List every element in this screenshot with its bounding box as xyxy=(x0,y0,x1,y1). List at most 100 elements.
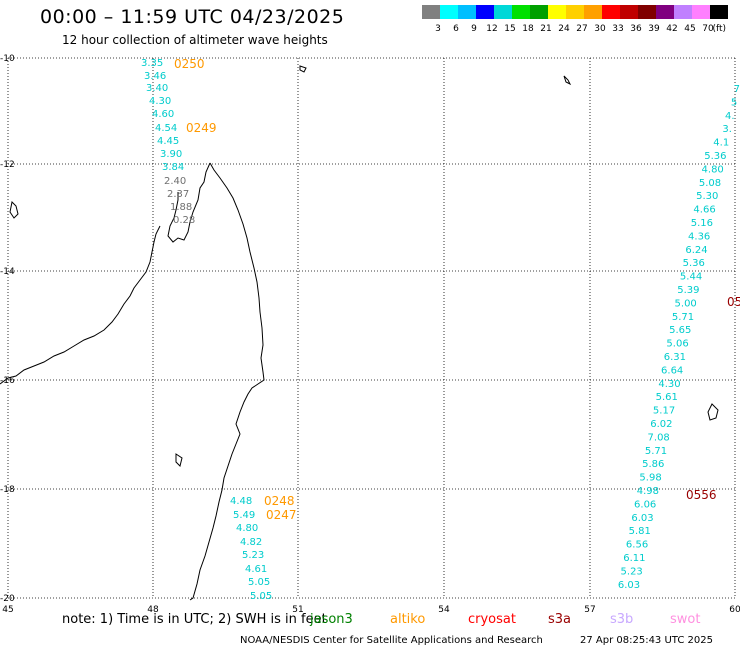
footnote: note: 1) Time is in UTC; 2) SWH is in fe… xyxy=(62,612,327,627)
wave-height-value: 6.56 xyxy=(626,540,648,551)
wave-height-value: 5.44 xyxy=(680,272,702,283)
madagascar-west-coast xyxy=(167,162,211,243)
wave-height-value: 3.40 xyxy=(146,83,168,94)
wave-height-value: 6.24 xyxy=(685,245,707,256)
wave-height-value: 5.36 xyxy=(704,151,726,162)
pass-time-label: 0247 xyxy=(266,508,297,522)
pass-time-label: 0250 xyxy=(174,57,205,71)
wave-height-value: 6.02 xyxy=(650,419,672,430)
wave-height-value: 5.61 xyxy=(656,392,678,403)
wave-height-value: 6.03 xyxy=(631,513,653,524)
wave-height-value: 3. xyxy=(722,124,732,135)
wave-height-value: 6.11 xyxy=(623,553,645,564)
longitude-label: 60 xyxy=(729,605,740,615)
legend-swatch xyxy=(710,5,728,19)
wave-height-value: 4.1 xyxy=(713,138,729,149)
wave-height-value: 2.40 xyxy=(164,176,186,187)
pass-time-label: 05 xyxy=(727,295,740,309)
legend-tick-label: 6 xyxy=(453,24,459,33)
map-subtitle: 12 hour collection of altimeter wave hei… xyxy=(62,33,328,47)
coastline xyxy=(0,65,719,601)
wave-height-value: 4.54 xyxy=(155,123,177,134)
small-island xyxy=(299,65,307,73)
credit-line: NOAA/NESDIS Center for Satellite Applica… xyxy=(240,635,543,646)
wave-height-value: 4.80 xyxy=(236,523,258,534)
legend-swatch xyxy=(602,5,620,19)
pass-time-label: 0249 xyxy=(186,121,217,135)
legend-tick-label: 39 xyxy=(648,24,660,33)
wave-height-value: 1.88 xyxy=(170,202,192,213)
wave-height-value: 4.45 xyxy=(157,136,179,147)
wave-height-value: 5.30 xyxy=(696,191,718,202)
wave-height-value: 4.48 xyxy=(230,496,252,507)
legend-tick-label: 12 xyxy=(486,24,497,33)
legend-swatch xyxy=(692,5,710,19)
longitude-label: 48 xyxy=(147,605,159,615)
wave-height-value: 5.39 xyxy=(677,285,699,296)
legend-tick-label: 27 xyxy=(576,24,587,33)
legend-tick-label: 42 xyxy=(666,24,677,33)
wave-height-value: 6.64 xyxy=(661,365,683,376)
wave-height-value: 4.60 xyxy=(152,109,174,120)
wave-height-value: 5.71 xyxy=(672,312,694,323)
wave-height-value: 7 xyxy=(734,84,740,95)
legend-swatch xyxy=(674,5,692,19)
pass-time-label: 0248 xyxy=(264,494,295,508)
legend-tick-label: 45 xyxy=(684,24,695,33)
wave-height-value: 4.98 xyxy=(637,486,659,497)
latitude-label: -14 xyxy=(0,267,15,277)
legend-tick-label: 15 xyxy=(504,24,515,33)
pass-time-label: 0556 xyxy=(686,488,717,502)
wave-height-value: 3.46 xyxy=(144,71,166,82)
wave-height-value: 3.90 xyxy=(160,149,182,160)
wave-height-value: 5.49 xyxy=(233,510,255,521)
latitude-label: -12 xyxy=(0,160,15,170)
legend-tick-label: 33 xyxy=(612,24,623,33)
wave-height-value: 2.37 xyxy=(167,189,189,200)
wave-height-value: 4.36 xyxy=(688,231,710,242)
wave-height-value: 6.31 xyxy=(664,352,686,363)
legend-swatch xyxy=(566,5,584,19)
legend-tick-label: 36 xyxy=(630,24,642,33)
wave-height-value: 5.23 xyxy=(621,566,643,577)
legend-swatch xyxy=(584,5,602,19)
satellite-tracks: 3.35 3.463.40 4.30 4.60 4.54 4.45 3.90 3.84 0250… xyxy=(141,57,740,602)
small-island xyxy=(707,403,719,421)
legend-swatch xyxy=(458,5,476,19)
satellite-name: s3a xyxy=(548,612,572,627)
wave-height-value: 4.61 xyxy=(245,564,267,575)
generated-timestamp: 27 Apr 08:25:43 UTC 2025 xyxy=(580,635,713,646)
legend-swatch xyxy=(440,5,458,19)
legend-tick-label: 3 xyxy=(435,24,441,33)
legend-swatch xyxy=(494,5,512,19)
legend-tick-label: 9 xyxy=(471,24,477,33)
legend-swatch xyxy=(638,5,656,19)
madagascar-coastline xyxy=(189,162,265,601)
latitude-label: -16 xyxy=(0,376,15,386)
longitude-label: 54 xyxy=(438,605,450,615)
longitude-label: 57 xyxy=(584,605,595,615)
legend-swatch xyxy=(620,5,638,19)
wave-height-value: 5.16 xyxy=(691,218,713,229)
small-island xyxy=(563,75,572,86)
wave-height-value: 5.00 xyxy=(675,298,697,309)
legend-tick-label: 70 xyxy=(702,24,714,33)
wave-height-value: 5.81 xyxy=(629,526,651,537)
legend-tick-label: 21 xyxy=(540,24,551,33)
wave-height-value: 6.06 xyxy=(634,499,656,510)
wave-height-value: 4.80 xyxy=(702,164,724,175)
legend-swatch xyxy=(422,5,440,19)
wave-height-value: 0.28 xyxy=(173,215,195,226)
legend-unit: (ft) xyxy=(712,24,726,33)
wave-height-value: 5.05 xyxy=(250,591,272,602)
legend-swatch xyxy=(548,5,566,19)
wave-height-value: 5.71 xyxy=(645,446,667,457)
small-island xyxy=(9,200,19,219)
longitude-label: 45 xyxy=(2,605,13,615)
wave-height-value: 5.65 xyxy=(669,325,691,336)
small-island xyxy=(175,453,183,467)
wave-height-value: 3.84 xyxy=(162,162,184,173)
africa-coastline xyxy=(0,225,161,385)
